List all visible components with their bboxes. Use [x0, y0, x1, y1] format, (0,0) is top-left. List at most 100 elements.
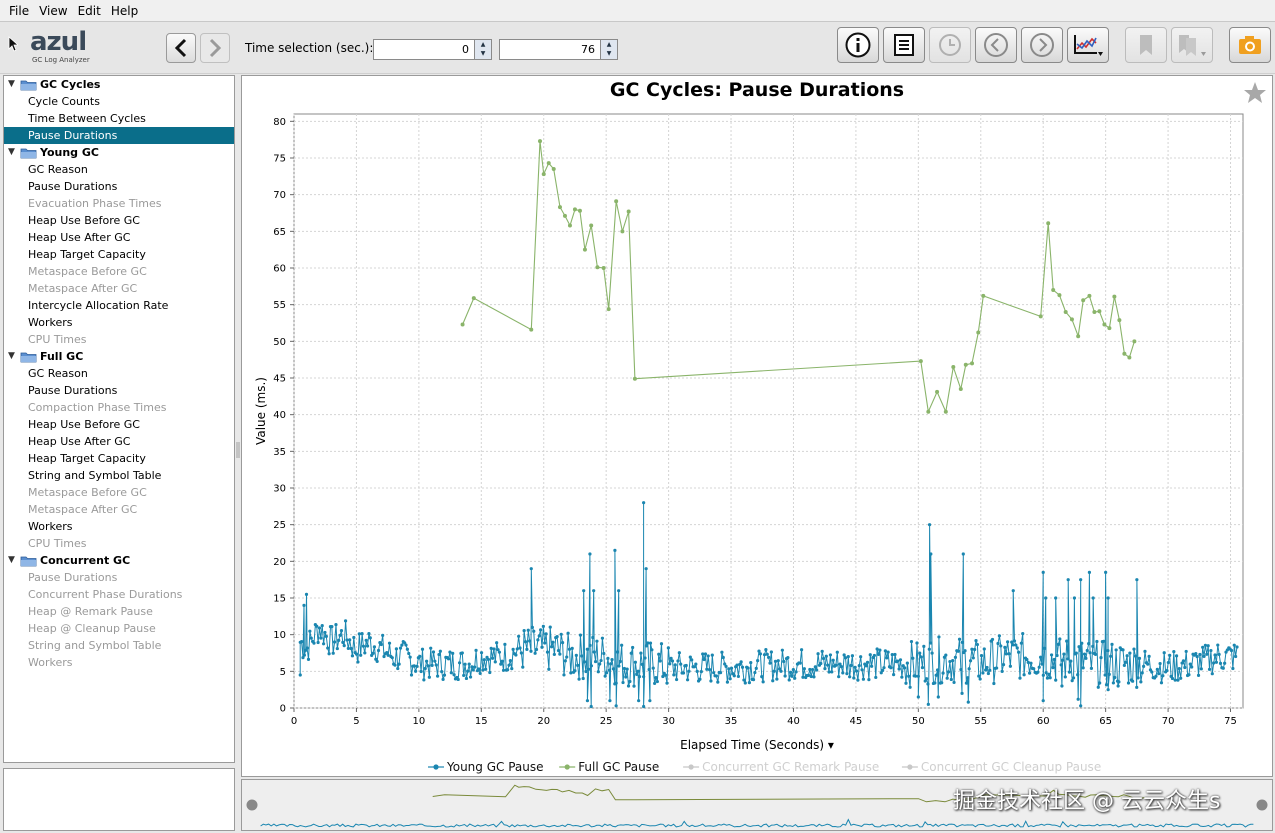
young-gc-point[interactable] [629, 651, 633, 655]
young-gc-point[interactable] [1122, 663, 1126, 667]
young-gc-point[interactable] [441, 677, 445, 681]
young-gc-point[interactable] [548, 625, 552, 629]
young-gc-point[interactable] [423, 666, 427, 671]
young-gc-point[interactable] [1133, 654, 1137, 658]
young-gc-point[interactable] [361, 644, 366, 648]
young-gc-point[interactable] [387, 641, 392, 645]
young-gc-point[interactable] [997, 634, 1001, 638]
young-gc-point[interactable] [519, 651, 523, 655]
young-gc-point[interactable] [779, 669, 783, 673]
young-gc-point[interactable] [728, 677, 732, 681]
pause-durations-chart[interactable]: GC Cycles: Pause Durations 0 5 10 15 20 25 30 35… [242, 76, 1272, 776]
young-gc-point[interactable] [985, 665, 989, 670]
legend-swatch-dot[interactable] [564, 764, 570, 770]
young-gc-point[interactable] [753, 670, 757, 675]
young-gc-point[interactable] [565, 655, 569, 659]
young-gc-point[interactable] [515, 647, 519, 651]
young-gc-point[interactable] [426, 664, 430, 668]
young-gc-point[interactable] [354, 652, 359, 656]
young-gc-point[interactable] [907, 674, 911, 678]
young-gc-point[interactable] [518, 646, 522, 650]
tree-item-time-between-cycles[interactable]: Time Between Cycles [28, 112, 146, 125]
young-gc-point[interactable] [511, 647, 515, 651]
young-gc-point[interactable] [1161, 674, 1165, 678]
young-gc-point[interactable] [1202, 654, 1206, 658]
young-gc-point[interactable] [582, 589, 586, 593]
young-gc-point[interactable] [492, 647, 496, 651]
young-gc-point[interactable] [908, 685, 912, 689]
tree-group-gc-cycles[interactable]: ▼ GC Cycles [4, 76, 234, 93]
young-gc-point[interactable] [1027, 671, 1032, 675]
young-gc-point[interactable] [558, 652, 562, 656]
young-gc-point[interactable] [617, 589, 621, 593]
young-gc-point[interactable] [739, 660, 743, 664]
young-gc-point[interactable] [960, 691, 964, 695]
young-gc-point[interactable] [470, 665, 474, 669]
young-gc-point[interactable] [343, 619, 348, 623]
young-gc-point[interactable] [467, 662, 471, 666]
young-gc-point[interactable] [614, 681, 618, 685]
young-gc-point[interactable] [918, 651, 922, 655]
young-gc-point[interactable] [405, 647, 409, 651]
young-gc-point[interactable] [995, 666, 999, 670]
young-gc-point[interactable] [398, 646, 403, 650]
young-gc-point[interactable] [569, 671, 573, 675]
young-gc-point[interactable] [1085, 648, 1089, 653]
young-gc-point[interactable] [1155, 667, 1159, 671]
young-gc-point[interactable] [780, 648, 784, 652]
young-gc-point[interactable] [404, 643, 408, 647]
young-gc-point[interactable] [889, 666, 893, 670]
young-gc-point[interactable] [655, 679, 659, 684]
young-gc-point[interactable] [988, 668, 992, 672]
young-gc-point[interactable] [608, 699, 612, 703]
young-gc-point[interactable] [589, 704, 593, 709]
young-gc-point[interactable] [937, 635, 941, 639]
overview-chart[interactable] [242, 780, 1272, 830]
young-gc-point[interactable] [602, 651, 606, 656]
young-gc-point[interactable] [365, 644, 370, 648]
young-gc-point[interactable] [701, 652, 705, 656]
young-gc-point[interactable] [640, 662, 644, 666]
splitter-handle-icon[interactable] [236, 440, 240, 460]
young-gc-point[interactable] [1206, 644, 1210, 648]
young-gc-point[interactable] [732, 674, 736, 678]
young-gc-point[interactable] [446, 657, 451, 661]
young-gc-point[interactable] [1205, 652, 1209, 656]
young-gc-point[interactable] [1135, 685, 1139, 689]
young-gc-point[interactable] [919, 655, 923, 659]
young-gc-point[interactable] [824, 654, 828, 658]
young-gc-point[interactable] [1070, 679, 1074, 683]
young-gc-point[interactable] [312, 641, 316, 645]
young-gc-point[interactable] [386, 653, 390, 657]
young-gc-point[interactable] [1142, 664, 1146, 668]
young-gc-point[interactable] [886, 650, 890, 654]
young-gc-point[interactable] [1008, 664, 1012, 668]
young-gc-point[interactable] [839, 665, 844, 669]
young-gc-point[interactable] [1074, 651, 1078, 655]
young-gc-point[interactable] [1007, 652, 1011, 656]
young-gc-point[interactable] [349, 646, 353, 651]
young-gc-point[interactable] [1124, 660, 1128, 664]
young-gc-point[interactable] [530, 625, 534, 630]
overview-strip[interactable] [241, 779, 1273, 831]
young-gc-point[interactable] [642, 501, 646, 505]
young-gc-point[interactable] [592, 650, 596, 654]
young-gc-point[interactable] [440, 669, 444, 674]
young-gc-point[interactable] [1121, 648, 1125, 652]
young-gc-point[interactable] [746, 666, 750, 670]
young-gc-point[interactable] [1062, 652, 1066, 656]
young-gc-point[interactable] [1107, 672, 1111, 676]
young-gc-point[interactable] [883, 649, 887, 653]
young-gc-point[interactable] [539, 628, 543, 632]
young-gc-point[interactable] [762, 653, 767, 657]
young-gc-point[interactable] [1109, 654, 1113, 658]
young-gc-point[interactable] [1106, 648, 1110, 653]
young-gc-point[interactable] [810, 667, 815, 672]
young-gc-point[interactable] [585, 647, 589, 651]
young-gc-point[interactable] [764, 648, 768, 652]
young-gc-point[interactable] [920, 666, 925, 670]
young-gc-point[interactable] [521, 665, 525, 669]
young-gc-point[interactable] [592, 589, 596, 593]
full-gc-point[interactable] [1097, 309, 1102, 314]
young-gc-point[interactable] [670, 659, 675, 663]
